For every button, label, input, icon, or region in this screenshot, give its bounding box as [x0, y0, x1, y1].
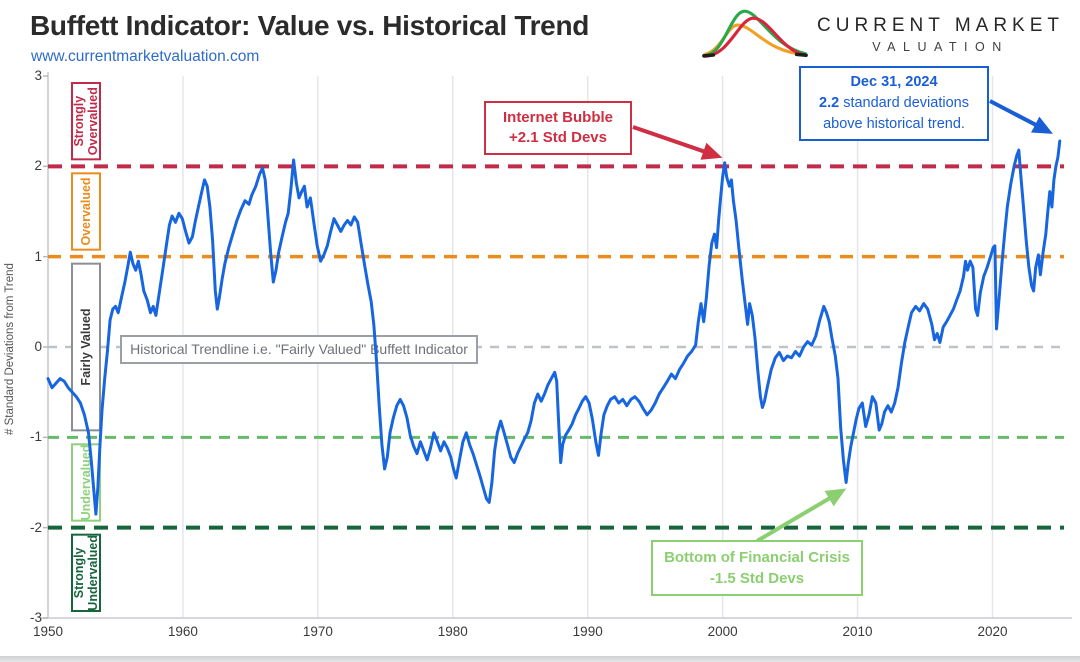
brand-logo: CURRENT MARKET VALUATION [701, 6, 1064, 63]
brand-line2: VALUATION [872, 40, 1009, 54]
dec-2024-date: Dec 31, 2024 [850, 74, 938, 90]
y-tick-label: 2 [34, 158, 42, 174]
zone-label-box: Overvalued [71, 172, 101, 251]
zone-label-box: StronglyOvervalued [71, 82, 101, 161]
brand-wordmark: CURRENT MARKET VALUATION [817, 15, 1064, 54]
bell-curves-icon [701, 6, 809, 63]
internet-bubble-line1: Internet Bubble [502, 109, 613, 126]
y-tick-label: -3 [29, 610, 42, 625]
financial-crisis-annotation: Bottom of Financial Crisis -1.5 Std Devs [651, 540, 863, 596]
internet-bubble-annotation: Internet Bubble +2.1 Std Devs [484, 101, 632, 155]
y-tick-label: 0 [34, 339, 42, 354]
x-tick-label: 1990 [572, 624, 603, 639]
dec-2024-annotation: Dec 31, 2024 2.2 standard deviations abo… [799, 66, 989, 141]
y-tick-label: 1 [34, 248, 42, 264]
x-tick-label: 1960 [167, 624, 198, 639]
zone-label-text: Overvalued [79, 177, 93, 245]
brand-line1: CURRENT MARKET [817, 15, 1064, 36]
zone-label-text: StronglyUndervalued [72, 535, 100, 611]
x-tick-label: 1970 [302, 624, 333, 639]
trendline-annotation: Historical Trendline i.e. "Fairly Valued… [120, 335, 478, 364]
x-tick-label: 1950 [32, 624, 64, 639]
zone-label-box: Undervalued [71, 443, 101, 522]
x-tick-label: 2020 [977, 624, 1008, 639]
indicator-line [46, 139, 1062, 516]
financial-crisis-line1: Bottom of Financial Crisis [664, 549, 850, 566]
x-tick-label: 1980 [437, 624, 468, 639]
internet-bubble-arrow [632, 125, 723, 160]
site-url-link[interactable]: www.currentmarketvaluation.com [31, 48, 260, 65]
bottom-bar [0, 656, 1080, 662]
internet-bubble-line2: +2.1 Std Devs [509, 129, 607, 146]
zone-label-box: Fairly Valued [71, 262, 101, 432]
zone-box-border [71, 82, 101, 161]
dec-2024-line2: 2.2 standard deviations [819, 95, 969, 111]
zone-box-border [71, 533, 101, 613]
zone-label-text: StronglyOvervalued [72, 87, 100, 155]
y-tick-label: 3 [34, 68, 42, 83]
zone-label-text: Undervalued [79, 445, 93, 521]
dec-2024-line3: above historical trend. [823, 116, 965, 132]
x-tick-label: 2010 [842, 624, 873, 639]
dec-2024-arrow [989, 99, 1053, 134]
zone-label-box: StronglyUndervalued [71, 533, 101, 613]
zone-box-border [71, 262, 101, 432]
trendline-annotation-text: Historical Trendline i.e. "Fairly Valued… [130, 341, 468, 357]
financial-crisis-arrow [755, 488, 847, 543]
page-title: Buffett Indicator: Value vs. Historical … [30, 10, 590, 41]
y-tick-label: -2 [29, 519, 42, 535]
zone-box-border [71, 172, 101, 251]
zone-label-text: Fairly Valued [79, 308, 93, 385]
financial-crisis-line2: -1.5 Std Devs [709, 570, 805, 587]
y-tick-label: -1 [29, 429, 42, 445]
x-tick-label: 2000 [707, 624, 738, 639]
